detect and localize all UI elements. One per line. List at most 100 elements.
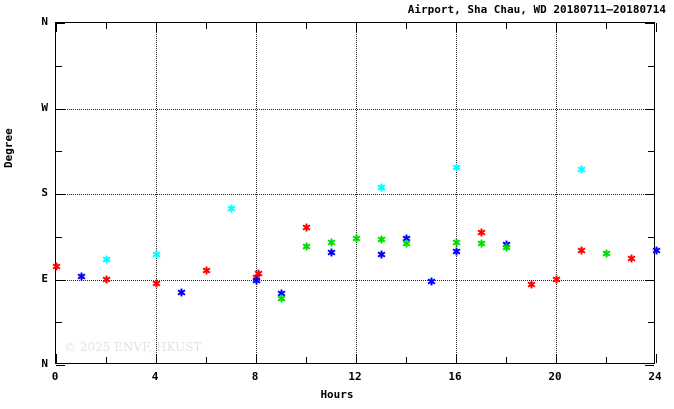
data-point-red (51, 262, 61, 271)
x-tick-minor-top (506, 23, 507, 29)
gridline-horizontal (56, 279, 654, 281)
x-tick-minor (406, 357, 407, 363)
x-tick-major-top (656, 23, 657, 32)
gridline-vertical (156, 23, 157, 363)
data-point-blue (651, 246, 661, 255)
y-axis-title: Degree (2, 128, 15, 168)
x-tick-label: 20 (548, 370, 562, 383)
data-point-green (326, 238, 336, 247)
data-point-red (151, 279, 161, 288)
data-point-green (501, 243, 511, 252)
data-point-green (276, 294, 286, 303)
gridline-vertical (256, 23, 257, 363)
data-point-green (451, 238, 461, 247)
data-point-blue (326, 248, 336, 257)
y-tick-minor (56, 236, 62, 238)
x-tick-minor (206, 357, 207, 363)
x-tick-minor-top (306, 23, 307, 29)
data-point-red (476, 228, 486, 237)
plot-area (51, 22, 661, 366)
y-tick-minor-right (648, 65, 654, 67)
y-tick-major (56, 194, 65, 195)
x-tick-label: 8 (251, 370, 259, 383)
x-tick-label: 0 (51, 370, 59, 383)
x-tick-minor (306, 357, 307, 363)
data-point-cyan (576, 165, 586, 174)
data-point-red (526, 280, 536, 289)
data-point-red (254, 269, 263, 278)
x-tick-major (456, 354, 457, 363)
data-point-red (101, 275, 111, 284)
data-point-cyan (151, 250, 161, 259)
x-tick-major (356, 354, 357, 363)
gridline-horizontal (56, 194, 654, 195)
data-point-blue (451, 247, 461, 256)
x-tick-minor (606, 357, 607, 363)
data-point-cyan (376, 183, 386, 192)
data-point-red (576, 246, 586, 255)
data-point-red (301, 223, 311, 232)
data-point-red (551, 275, 561, 284)
data-point-green (476, 239, 486, 248)
x-tick-major-top (256, 23, 257, 32)
x-tick-minor (106, 357, 107, 363)
data-point-blue (376, 250, 386, 259)
data-point-green (401, 239, 411, 248)
x-tick-minor-top (606, 23, 607, 29)
y-tick-major-right (645, 365, 654, 366)
y-tick-major-right (645, 108, 654, 110)
y-tick-label: N (41, 357, 48, 370)
x-tick-minor-top (406, 23, 407, 29)
data-point-red (201, 266, 211, 275)
x-tick-major-top (556, 23, 557, 32)
gridline-vertical (456, 23, 457, 363)
y-tick-major-right (645, 279, 654, 281)
x-tick-major (556, 354, 557, 363)
y-tick-minor-right (648, 151, 654, 153)
y-tick-major (56, 23, 65, 24)
x-tick-major (156, 354, 157, 363)
data-point-cyan (101, 255, 111, 264)
x-tick-label: 16 (448, 370, 462, 383)
data-point-green (301, 242, 311, 251)
y-tick-major (56, 108, 65, 110)
chart-title: Airport, Sha Chau, WD 20180711‒20180714 (407, 3, 666, 16)
data-point-blue (76, 272, 86, 281)
y-tick-major-right (645, 23, 654, 24)
data-point-cyan (226, 204, 236, 213)
data-point-green (351, 234, 361, 243)
data-point-green (601, 249, 611, 258)
x-tick-major (56, 354, 57, 363)
x-tick-minor (506, 357, 507, 363)
y-tick-minor (56, 322, 62, 324)
y-tick-minor (56, 65, 62, 67)
x-tick-label: 12 (348, 370, 362, 383)
data-point-red (626, 254, 636, 263)
x-axis-title: Hours (320, 388, 354, 401)
y-tick-label: N (41, 15, 48, 28)
x-tick-major (256, 354, 257, 363)
x-tick-major-top (156, 23, 157, 32)
y-tick-minor (56, 151, 62, 153)
data-point-blue (176, 288, 186, 297)
y-tick-minor-right (648, 236, 654, 238)
data-point-blue (426, 277, 436, 286)
x-tick-major (656, 354, 657, 363)
y-tick-major (56, 279, 65, 281)
x-tick-label: 24 (648, 370, 662, 383)
x-tick-major-top (356, 23, 357, 32)
x-tick-major-top (56, 23, 57, 32)
y-tick-label: W (41, 100, 48, 114)
y-tick-major-right (645, 194, 654, 195)
x-tick-major-top (456, 23, 457, 32)
y-tick-label: E (41, 271, 48, 285)
x-tick-label: 4 (151, 370, 159, 383)
gridline-vertical (556, 23, 557, 363)
x-tick-minor-top (106, 23, 107, 29)
gridline-vertical (356, 23, 357, 363)
y-tick-minor-right (648, 322, 654, 324)
data-point-cyan (451, 163, 461, 172)
gridline-horizontal (56, 108, 654, 110)
y-tick-label: S (41, 186, 48, 199)
